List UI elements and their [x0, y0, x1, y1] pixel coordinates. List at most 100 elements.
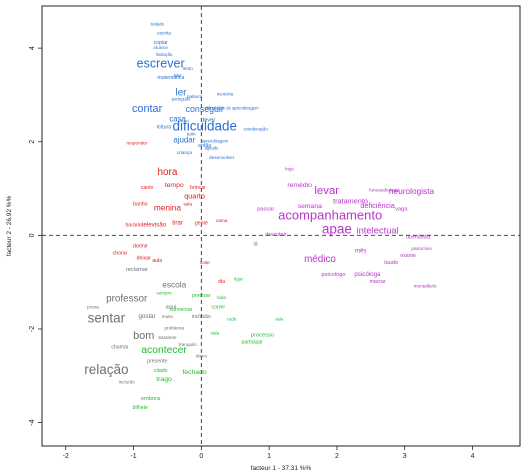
point-label: tuim — [187, 131, 196, 136]
point-label: precisar — [192, 293, 211, 299]
point-label: bilhete — [133, 405, 148, 411]
point-label: desenvolver — [209, 155, 235, 160]
point-label: aula — [152, 258, 162, 264]
point-label: lá — [254, 241, 258, 247]
point-label: incluído — [119, 379, 136, 384]
y-axis: -4 -2 0 2 4 — [29, 46, 42, 426]
x-tick-label: 2 — [335, 453, 339, 460]
point-label: deficiência — [360, 201, 395, 210]
x-tick-label: 3 — [403, 453, 407, 460]
point-label: cama — [216, 218, 228, 223]
point-label: hoje — [285, 166, 294, 171]
point-label: sempre — [156, 291, 172, 296]
point-label: tempo — [165, 182, 184, 189]
y-tick-label: -4 — [29, 419, 36, 425]
point-label: acontecer — [141, 345, 187, 356]
point-label: conversar — [170, 307, 193, 313]
point-label: remédio — [287, 182, 312, 189]
point-label: sentar — [88, 311, 126, 326]
point-label: embora — [141, 396, 161, 402]
point-label: médico — [304, 254, 336, 265]
point-label: agitado — [205, 145, 219, 150]
x-tick-label: 4 — [471, 453, 475, 460]
point-label: isolado — [151, 21, 165, 26]
point-label: fonoaudiologia — [369, 188, 400, 193]
point-label: mentalbelo — [414, 284, 437, 289]
point-label: quarto — [184, 192, 205, 201]
point-label: noite — [200, 260, 211, 265]
point-label: canto — [141, 185, 154, 191]
point-label: alcance — [153, 45, 168, 50]
point-label: muito — [162, 314, 174, 319]
point-label: inclusão — [192, 314, 211, 320]
point-label: tirar — [172, 219, 183, 226]
x-axis-label: facteur 1 - 37.31 %% — [251, 465, 312, 472]
point-label: presente — [147, 358, 167, 364]
point-label: trago — [156, 376, 172, 383]
point-label: então — [198, 143, 211, 149]
point-label: dia — [218, 279, 225, 285]
point-label: chorar — [113, 251, 128, 257]
point-label: acompanhamento — [278, 208, 382, 223]
point-label: casa — [169, 114, 186, 123]
point-label: processo — [251, 333, 274, 339]
y-tick-label: 2 — [29, 140, 36, 144]
point-label: lento — [183, 66, 194, 71]
point-label: dormir — [133, 244, 148, 250]
point-label: exame — [400, 253, 416, 259]
series-group: acontecer fechado trago embora bilhete citado… — [133, 276, 284, 411]
point-label: copiar — [154, 40, 168, 46]
point-label: descobrir — [265, 232, 287, 238]
point-label: bastante — [158, 335, 176, 340]
y-tick-label: -2 — [29, 326, 36, 332]
point-label: neurologista — [389, 186, 435, 196]
point-label: dificuldade — [172, 119, 237, 134]
point-label: aqui — [165, 305, 176, 311]
point-label: português — [172, 96, 191, 101]
x-tick-label: 0 — [199, 453, 203, 460]
point-label: gente — [195, 220, 208, 226]
point-label: bom — [133, 330, 154, 342]
point-label: reclamar — [126, 267, 148, 273]
point-label: tranquilo — [179, 342, 197, 347]
point-label: deixar — [137, 255, 151, 261]
point-label: marcar — [370, 279, 386, 285]
point-label: levar — [314, 185, 339, 197]
x-axis: -2 -1 0 1 2 3 4 — [63, 446, 475, 460]
point-label: lidar — [174, 73, 183, 78]
point-label: vaga — [395, 206, 408, 212]
point-labels: escrever contar ler leitura matemática copiar… — [84, 21, 437, 411]
x-tick-label: 1 — [267, 453, 271, 460]
point-label: apae — [322, 222, 352, 237]
point-label: criança — [177, 150, 193, 155]
point-label: escola — [162, 280, 186, 290]
point-label: mês — [355, 247, 367, 254]
point-label: fechado — [182, 369, 206, 376]
point-label: contar — [132, 103, 163, 115]
point-label: leitura — [157, 124, 171, 130]
point-label: memória — [217, 92, 234, 97]
point-label: relação — [84, 362, 128, 377]
point-label: responder — [126, 141, 148, 146]
point-label: aprendizagem — [202, 138, 229, 143]
point-label: hora — [158, 167, 178, 178]
x-tick-label: -2 — [63, 453, 69, 460]
point-label: psicóloga — [354, 271, 381, 278]
point-label: passar — [257, 206, 274, 212]
point-label: dever — [201, 117, 215, 123]
point-label: escrita — [157, 31, 171, 36]
point-label: ótimo — [196, 354, 208, 359]
point-label: menina — [154, 202, 182, 212]
point-label: citado — [154, 368, 168, 374]
series-group: escrever contar ler leitura matemática copiar… — [132, 21, 268, 159]
point-label: tudo — [227, 316, 237, 321]
point-label: chamar — [111, 344, 129, 350]
point-label: banho — [133, 202, 148, 208]
point-label: laudo — [384, 260, 398, 266]
point-label: palavra — [187, 94, 203, 99]
point-label: limitação — [156, 52, 173, 57]
point-label: ler — [176, 88, 188, 99]
